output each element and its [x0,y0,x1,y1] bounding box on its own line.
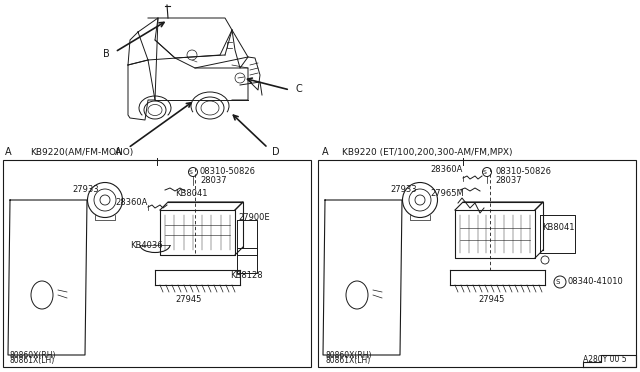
Text: S: S [556,279,560,285]
Text: KB8041: KB8041 [542,223,575,232]
Text: A: A [115,147,122,157]
Text: KB8128: KB8128 [230,271,262,280]
Text: 28037: 28037 [200,176,227,185]
Text: 28360A: 28360A [115,198,147,207]
Text: 27933: 27933 [390,185,417,194]
Text: S: S [189,170,193,174]
Text: A: A [322,147,328,157]
Text: 08340-41010: 08340-41010 [568,278,624,286]
Text: A: A [5,147,12,157]
Text: S: S [483,170,487,174]
Text: 27965M: 27965M [430,189,464,198]
Text: 80860X(RH): 80860X(RH) [325,351,371,360]
Text: KB9220 (ET/100,200,300-AM/FM,MPX): KB9220 (ET/100,200,300-AM/FM,MPX) [342,148,513,157]
Text: KB9220(AM/FM-MONO): KB9220(AM/FM-MONO) [30,148,133,157]
Text: 27945: 27945 [175,295,202,304]
Text: KB4036: KB4036 [130,241,163,250]
Bar [318,160,636,367]
Text: B: B [103,49,110,59]
Text: 27945: 27945 [478,295,504,304]
Text: 80860X(RH): 80860X(RH) [10,351,56,360]
Text: 08310-50826: 08310-50826 [200,167,256,176]
Text: A280Y 00 5: A280Y 00 5 [583,356,627,365]
Text: C: C [295,84,301,94]
Text: 28360A: 28360A [430,165,462,174]
Text: D: D [272,147,280,157]
Text: 28037: 28037 [495,176,522,185]
Text: 80861X(LH): 80861X(LH) [325,356,371,365]
Text: 80861X(LH): 80861X(LH) [10,356,55,365]
Text: 27900E: 27900E [238,213,269,222]
Text: 08310-50826: 08310-50826 [495,167,551,176]
Bar [3,160,311,367]
Text: KB8041: KB8041 [175,189,207,198]
Text: 27933: 27933 [72,185,99,194]
